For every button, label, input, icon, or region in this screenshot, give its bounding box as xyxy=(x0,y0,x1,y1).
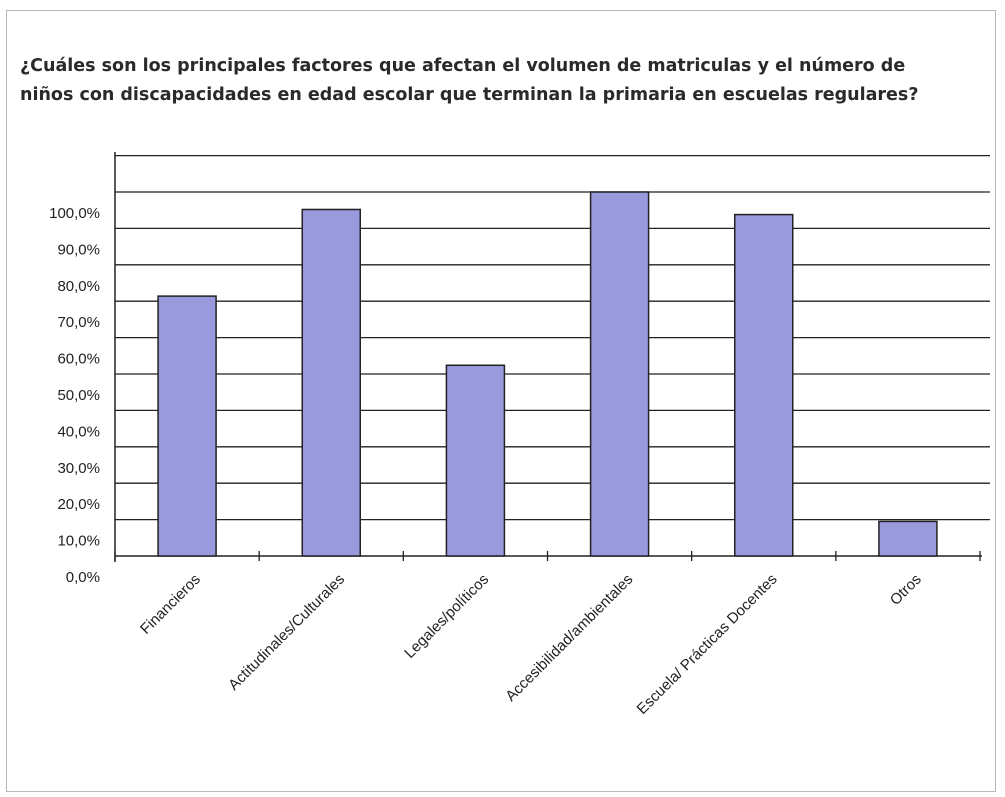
y-tick-label: 70,0% xyxy=(57,314,100,331)
y-tick-label: 80,0% xyxy=(57,278,100,295)
bar xyxy=(734,213,794,557)
category-label: Financieros xyxy=(137,571,204,638)
y-tick-label: 30,0% xyxy=(57,460,100,477)
category-label: Accesibilidad/ambientales xyxy=(502,571,636,705)
bar xyxy=(301,208,361,557)
y-tick-label: 100,0% xyxy=(49,205,100,222)
y-tick-label: 90,0% xyxy=(57,241,100,258)
bar xyxy=(589,191,650,557)
bar xyxy=(445,364,506,557)
y-tick-label: 50,0% xyxy=(57,387,100,404)
y-tick-label: 40,0% xyxy=(57,423,100,440)
y-tick-label: 0,0% xyxy=(66,569,100,586)
category-label: Escuela/ Prácticas Docentes xyxy=(634,571,781,718)
y-tick-label: 10,0% xyxy=(57,533,100,550)
chart-title: ¿Cuáles son los principales factores que… xyxy=(20,56,919,105)
category-label: Actitudinales/Culturales xyxy=(225,571,348,694)
y-tick-label: 20,0% xyxy=(57,496,100,513)
category-label: Legales/políticos xyxy=(401,571,492,662)
bar xyxy=(878,520,938,557)
bar xyxy=(157,295,217,557)
category-label: Otros xyxy=(887,571,925,609)
y-tick-label: 60,0% xyxy=(57,351,100,368)
